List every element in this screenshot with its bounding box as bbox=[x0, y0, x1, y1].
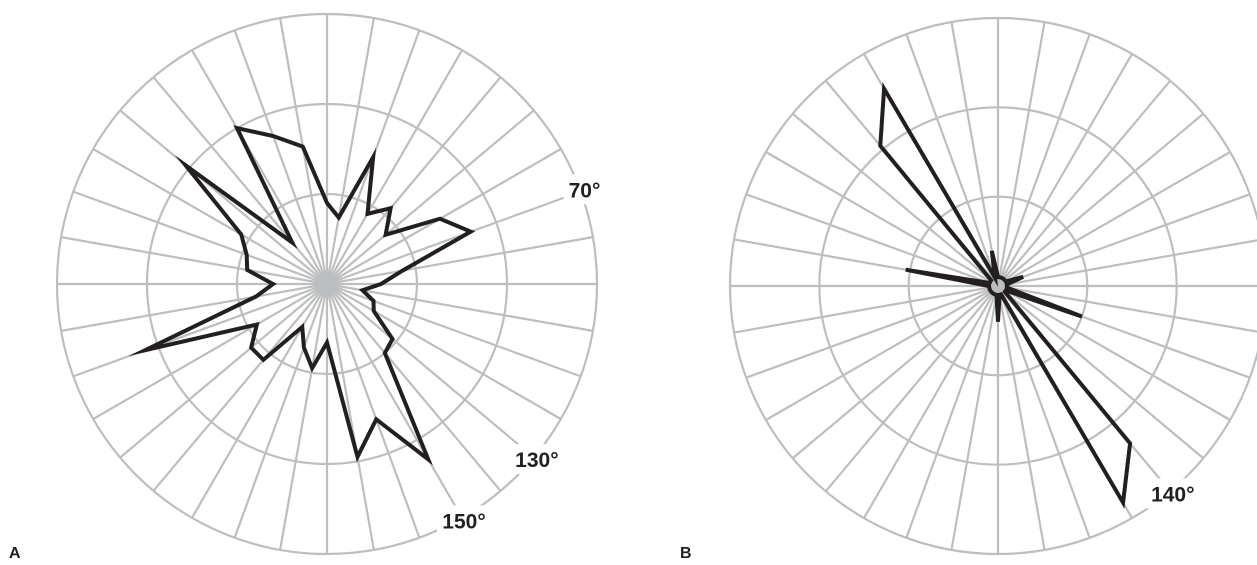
grid-spoke bbox=[326, 283, 502, 492]
grid-spoke bbox=[765, 151, 999, 287]
angle-annotation-150: 150° bbox=[442, 510, 485, 533]
annotation-bg bbox=[437, 505, 491, 536]
grid-spoke bbox=[72, 190, 328, 286]
data-series-b bbox=[878, 82, 1133, 509]
grid-spoke bbox=[233, 29, 329, 285]
grid-spoke bbox=[72, 282, 328, 378]
grid-spoke bbox=[863, 285, 999, 519]
grid-spoke bbox=[745, 193, 999, 288]
grid-spoke bbox=[745, 284, 999, 379]
grid-spoke bbox=[325, 283, 375, 551]
grid-spoke bbox=[119, 283, 328, 459]
grid-spoke bbox=[997, 285, 1231, 421]
grid-spoke bbox=[326, 76, 502, 285]
grid-spoke bbox=[191, 283, 328, 519]
grid-spoke bbox=[997, 284, 1257, 333]
grid-spoke bbox=[905, 285, 1000, 539]
grid-spoke bbox=[824, 285, 999, 493]
grid-spoke bbox=[60, 282, 328, 332]
grid-spoke bbox=[996, 21, 1046, 287]
annotation-bg bbox=[1145, 478, 1200, 509]
grid-spoke bbox=[92, 148, 328, 285]
grid-spoke bbox=[60, 236, 328, 286]
grid-spoke bbox=[279, 283, 329, 551]
angle-annotation-140: 140° bbox=[1151, 483, 1194, 506]
grid-spoke bbox=[996, 285, 1046, 551]
grid-spoke bbox=[92, 283, 328, 420]
grid-spoke bbox=[326, 283, 535, 459]
annotation-bg bbox=[563, 174, 606, 205]
grid-spoke bbox=[997, 53, 1133, 287]
panel-label-a: A bbox=[9, 545, 21, 562]
angle-annotation-70: 70° bbox=[569, 179, 601, 202]
grid-spoke bbox=[326, 282, 594, 332]
grid-spoke bbox=[950, 21, 1000, 287]
grid-spoke bbox=[997, 79, 1172, 287]
grid-spoke bbox=[791, 285, 999, 460]
grid-spoke bbox=[326, 49, 463, 285]
grid-spoke bbox=[326, 109, 535, 285]
angle-annotations-b: 140° bbox=[1145, 478, 1200, 509]
grid-spoke bbox=[997, 285, 1205, 460]
annotation-bg bbox=[509, 444, 564, 475]
grid-spoke bbox=[326, 236, 594, 286]
grid-spoke bbox=[325, 17, 375, 285]
grid-spoke bbox=[996, 33, 1091, 287]
data-series-a bbox=[128, 125, 476, 466]
polar-chart-b: 140° bbox=[728, 16, 1257, 556]
grid-spoke bbox=[326, 148, 562, 285]
grid-spoke bbox=[191, 49, 328, 285]
grid-spoke bbox=[950, 285, 1000, 551]
grid-spoke bbox=[326, 283, 463, 519]
grid-spoke bbox=[997, 239, 1257, 288]
grid-spoke bbox=[997, 112, 1205, 287]
grid-spoke bbox=[996, 285, 1091, 539]
polar-chart-a: 70° 130° 150° bbox=[55, 12, 606, 556]
grid-spoke bbox=[326, 190, 582, 286]
grid-spoke bbox=[905, 33, 1000, 287]
grid-spoke bbox=[765, 285, 999, 421]
panel-label-b: B bbox=[680, 545, 692, 562]
grid-spoke bbox=[152, 76, 328, 285]
polar-grid-b bbox=[728, 16, 1257, 556]
grid-spoke bbox=[152, 283, 328, 492]
angle-annotation-130: 130° bbox=[515, 449, 558, 472]
grid-spoke bbox=[997, 193, 1251, 288]
grid-spoke bbox=[733, 284, 999, 334]
grid-spoke bbox=[119, 109, 328, 285]
grid-spoke bbox=[791, 112, 999, 287]
angle-annotations-a: 70° 130° 150° bbox=[437, 174, 606, 536]
polar-grid-a bbox=[55, 12, 599, 556]
grid-spoke bbox=[325, 283, 421, 539]
grid-spoke bbox=[233, 283, 329, 539]
grid-spoke bbox=[997, 151, 1231, 287]
grid-spoke bbox=[326, 283, 562, 420]
